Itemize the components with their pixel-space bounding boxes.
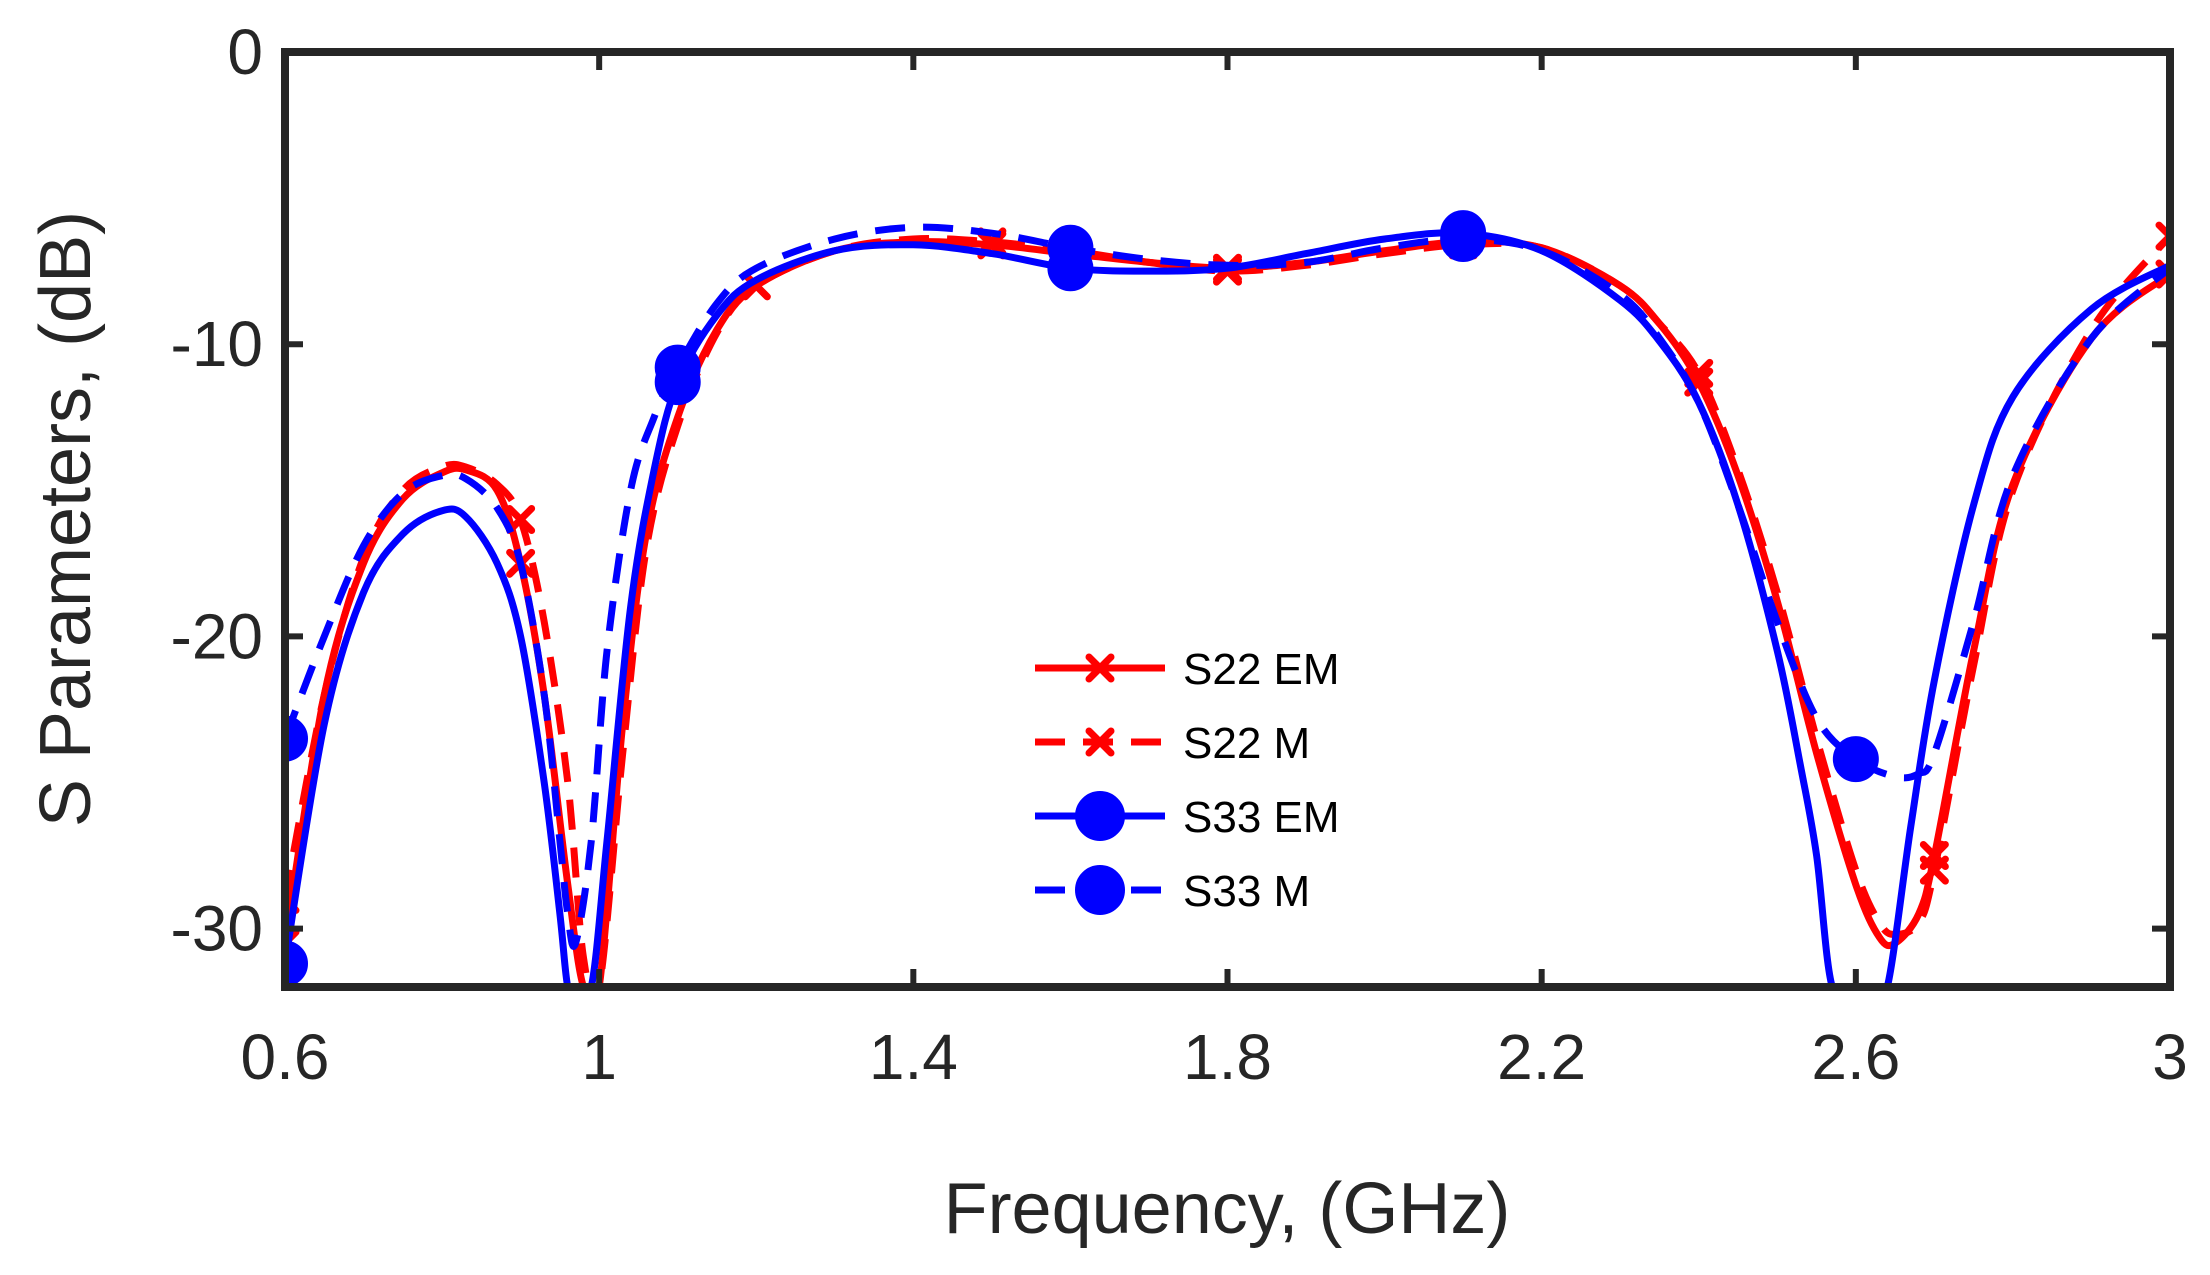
legend-marker <box>1085 653 1115 683</box>
legend-label: S22 M <box>1183 719 1310 768</box>
legend-label: S33 M <box>1183 867 1310 916</box>
legend-marker <box>1075 791 1125 841</box>
x-axis-title: Frequency, (GHz) <box>944 1169 1511 1249</box>
y-axis-title: S Parameters, (dB) <box>26 211 106 827</box>
series-layer <box>285 210 2170 987</box>
y-tick-label: -30 <box>171 893 264 965</box>
legend: S22 EM S22 M S33 EM S33 M <box>1035 645 1340 916</box>
x-tick-label: 1 <box>581 1021 617 1093</box>
data-point <box>285 715 308 762</box>
plot-area <box>285 52 2170 987</box>
legend-label: S33 EM <box>1183 793 1340 842</box>
legend-item: S22 M <box>1035 719 1310 768</box>
legend-item: S33 EM <box>1035 791 1340 842</box>
x-tick-label: 1.8 <box>1183 1021 1272 1093</box>
x-tick-label: 2.2 <box>1497 1021 1586 1093</box>
legend-marker <box>1085 727 1115 757</box>
data-point <box>1832 736 1879 783</box>
x-tick-label: 1.4 <box>869 1021 958 1093</box>
data-point <box>506 505 536 534</box>
data-point <box>1440 216 1487 262</box>
series-line <box>285 229 2170 987</box>
ticks-layer: 0.6 1 1.4 1.8 2.2 2.6 3 0 -10 -20 -30 <box>171 16 2188 1093</box>
data-point <box>2155 221 2170 251</box>
legend-marker <box>1075 865 1125 915</box>
data-point <box>1919 855 1949 885</box>
data-point <box>1047 224 1094 271</box>
legend-item: S22 EM <box>1035 645 1340 694</box>
y-tick-label: -20 <box>171 600 264 672</box>
legend-label: S22 EM <box>1183 645 1340 694</box>
legend-item: S33 M <box>1035 865 1310 916</box>
data-point <box>285 940 308 987</box>
series-s33-m <box>285 216 2170 950</box>
y-tick-label: 0 <box>227 16 263 88</box>
y-tick-label: -10 <box>171 308 264 380</box>
x-tick-label: 3 <box>2152 1021 2188 1093</box>
x-tick-label: 2.6 <box>1811 1021 1900 1093</box>
x-tick-label: 0.6 <box>241 1021 330 1093</box>
series-line <box>285 233 2170 987</box>
data-point <box>654 344 701 391</box>
